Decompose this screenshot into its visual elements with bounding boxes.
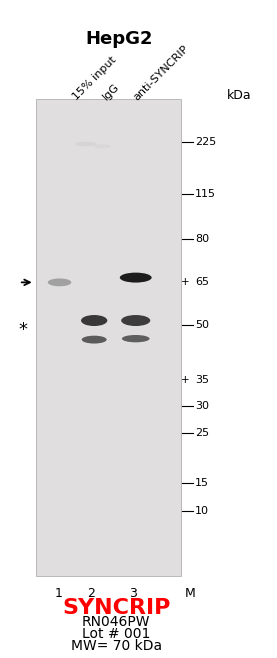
Text: 225: 225 xyxy=(195,137,217,147)
Text: Lot # 001: Lot # 001 xyxy=(82,627,150,642)
Ellipse shape xyxy=(122,335,150,342)
Text: MW= 70 kDa: MW= 70 kDa xyxy=(71,639,162,653)
Text: kDa: kDa xyxy=(227,89,252,102)
Text: *: * xyxy=(18,321,27,339)
Text: +: + xyxy=(181,278,189,288)
Text: HepG2: HepG2 xyxy=(85,30,153,47)
Text: 30: 30 xyxy=(195,401,209,411)
Ellipse shape xyxy=(94,145,111,148)
Ellipse shape xyxy=(120,272,152,282)
Text: 35: 35 xyxy=(195,375,209,385)
Ellipse shape xyxy=(81,315,107,326)
Text: 1: 1 xyxy=(54,587,62,600)
Text: 15% input: 15% input xyxy=(71,55,118,102)
Text: 10: 10 xyxy=(195,507,209,517)
Text: +: + xyxy=(181,375,189,385)
Text: 50: 50 xyxy=(195,320,209,330)
Text: 25: 25 xyxy=(195,428,209,438)
Bar xyxy=(36,99,181,576)
Text: 15: 15 xyxy=(195,478,209,488)
Ellipse shape xyxy=(82,336,107,343)
Text: 80: 80 xyxy=(195,234,209,244)
Text: SYNCRIP: SYNCRIP xyxy=(62,598,171,618)
Text: 115: 115 xyxy=(195,189,216,199)
Text: 3: 3 xyxy=(129,587,137,600)
Text: anti-SYNCRIP: anti-SYNCRIP xyxy=(132,43,191,102)
Ellipse shape xyxy=(48,278,71,286)
Text: 2: 2 xyxy=(88,587,95,600)
Text: IgG: IgG xyxy=(101,82,122,102)
Ellipse shape xyxy=(75,141,97,146)
Text: RN046PW: RN046PW xyxy=(82,615,151,630)
Text: 65: 65 xyxy=(195,278,209,288)
Text: M: M xyxy=(184,587,195,600)
Ellipse shape xyxy=(121,315,150,326)
